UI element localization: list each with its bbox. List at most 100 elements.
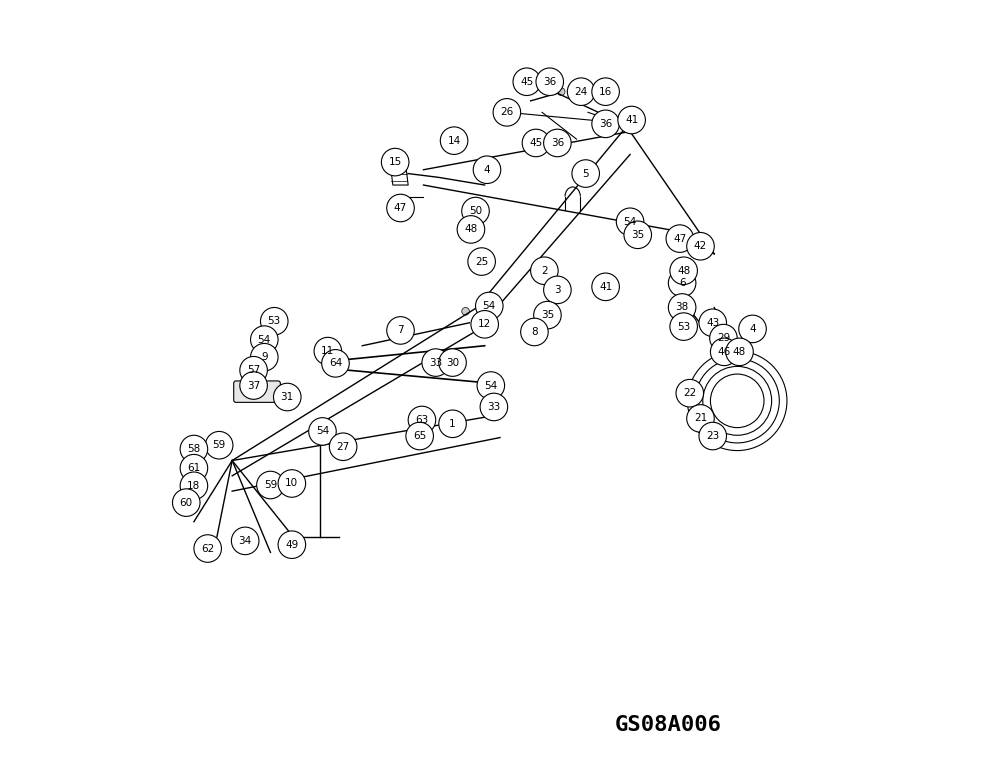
Circle shape [387, 194, 414, 222]
Text: 48: 48 [464, 224, 478, 234]
Text: 64: 64 [329, 359, 342, 369]
Circle shape [668, 293, 696, 321]
Text: 18: 18 [187, 481, 201, 491]
Text: 37: 37 [247, 380, 260, 391]
Text: 12: 12 [478, 319, 491, 329]
Text: 46: 46 [718, 347, 731, 357]
Circle shape [422, 349, 449, 376]
Text: 53: 53 [677, 322, 690, 332]
Circle shape [493, 98, 521, 126]
Text: 30: 30 [446, 358, 459, 368]
Text: 47: 47 [394, 203, 407, 213]
Text: 3: 3 [554, 285, 561, 295]
Text: 63: 63 [415, 415, 429, 425]
Circle shape [240, 372, 267, 399]
Circle shape [618, 106, 645, 134]
Text: 27: 27 [337, 442, 350, 452]
Text: 36: 36 [551, 138, 564, 148]
Text: 31: 31 [281, 392, 294, 402]
Circle shape [273, 383, 301, 411]
Text: 58: 58 [187, 444, 201, 454]
Text: 16: 16 [599, 87, 612, 97]
Text: 54: 54 [316, 426, 329, 436]
Circle shape [251, 343, 278, 371]
Text: 15: 15 [389, 157, 402, 167]
Text: 4: 4 [484, 165, 490, 175]
Text: 25: 25 [475, 257, 488, 266]
Text: 23: 23 [706, 431, 719, 441]
Text: 54: 54 [484, 380, 497, 391]
FancyBboxPatch shape [234, 381, 280, 402]
Circle shape [572, 160, 599, 187]
Circle shape [557, 88, 565, 95]
Text: 47: 47 [673, 233, 686, 243]
Text: 36: 36 [543, 77, 556, 87]
Circle shape [462, 197, 489, 225]
Text: 41: 41 [625, 115, 638, 125]
Text: 53: 53 [268, 316, 281, 326]
Text: 14: 14 [447, 136, 461, 146]
Circle shape [710, 324, 737, 352]
Circle shape [726, 338, 753, 366]
Text: 22: 22 [683, 388, 696, 398]
Circle shape [592, 273, 619, 300]
Circle shape [473, 156, 501, 184]
Text: 9: 9 [261, 353, 268, 362]
Circle shape [231, 527, 259, 554]
Circle shape [607, 121, 615, 129]
Text: 59: 59 [213, 440, 226, 450]
Text: 8: 8 [531, 327, 538, 337]
Text: 24: 24 [574, 87, 588, 97]
Circle shape [481, 303, 489, 311]
Circle shape [476, 292, 503, 319]
Text: 2: 2 [541, 266, 548, 276]
Circle shape [329, 433, 357, 461]
Circle shape [278, 531, 306, 558]
Circle shape [481, 311, 489, 319]
Circle shape [257, 472, 284, 498]
Text: 54: 54 [483, 301, 496, 311]
Circle shape [406, 422, 433, 450]
Text: 1: 1 [449, 419, 456, 429]
Text: 4: 4 [749, 324, 756, 334]
Circle shape [699, 309, 727, 336]
Text: 43: 43 [706, 318, 719, 328]
Text: 48: 48 [733, 347, 746, 357]
Text: 49: 49 [285, 540, 298, 550]
Circle shape [172, 489, 200, 516]
Circle shape [180, 455, 208, 482]
Circle shape [624, 221, 652, 249]
Text: 60: 60 [180, 498, 193, 508]
Circle shape [194, 535, 221, 562]
Text: 50: 50 [469, 206, 482, 216]
Text: 5: 5 [582, 168, 589, 179]
Text: 61: 61 [187, 463, 201, 473]
Text: 21: 21 [694, 413, 707, 423]
Text: 33: 33 [487, 402, 501, 412]
Circle shape [180, 435, 208, 463]
Text: 26: 26 [500, 108, 514, 118]
Text: 10: 10 [285, 478, 298, 488]
Circle shape [260, 307, 288, 335]
Circle shape [439, 349, 466, 376]
Text: 29: 29 [717, 333, 730, 343]
Circle shape [676, 379, 704, 407]
Circle shape [592, 110, 619, 137]
Circle shape [387, 316, 414, 344]
Circle shape [687, 405, 714, 432]
Circle shape [522, 129, 550, 157]
Circle shape [536, 68, 564, 95]
Text: 35: 35 [631, 230, 644, 240]
Circle shape [278, 470, 306, 497]
Text: 41: 41 [599, 282, 612, 292]
Text: 45: 45 [520, 77, 533, 87]
Text: 42: 42 [694, 241, 707, 251]
Circle shape [468, 248, 495, 276]
Circle shape [670, 313, 697, 340]
Circle shape [477, 372, 505, 399]
Text: 33: 33 [429, 358, 442, 368]
Circle shape [521, 318, 548, 346]
Text: 54: 54 [623, 217, 637, 227]
Circle shape [668, 270, 696, 296]
Text: 36: 36 [599, 119, 612, 129]
